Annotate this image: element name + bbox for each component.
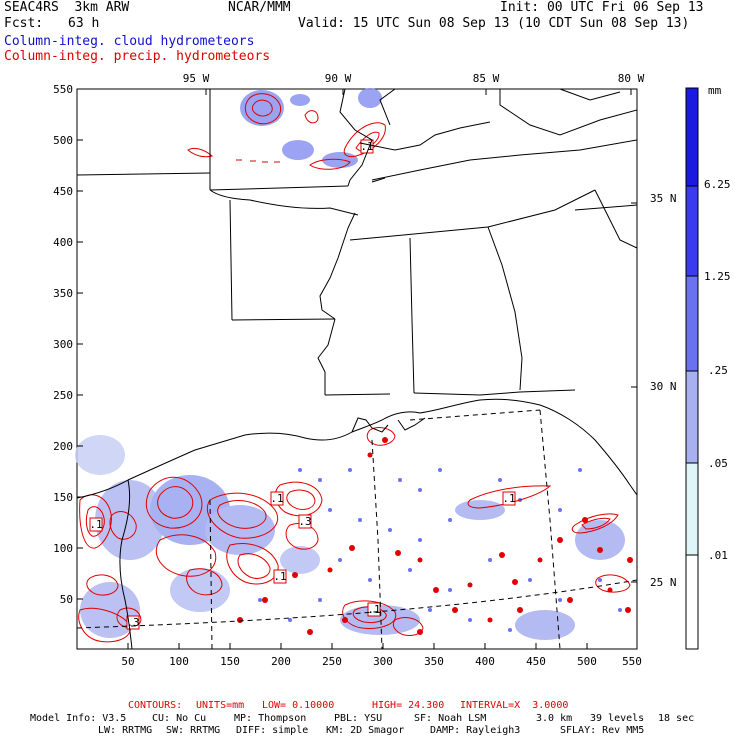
km-scheme: KM: 2D Smagor: [326, 725, 405, 736]
colorbar-level: 6.25: [704, 178, 731, 191]
x-tick: 300: [373, 655, 393, 668]
lat-label: 30 N: [650, 380, 677, 393]
fcst-value: 63 h: [68, 16, 100, 31]
colorbar-segment: [685, 370, 699, 464]
contours-interval: INTERVAL=X 3.0000: [460, 700, 569, 711]
mp-scheme: MP: Thompson: [234, 713, 307, 724]
colorbar-level: .05: [708, 457, 728, 470]
contour-label: .1: [360, 140, 373, 153]
resolution: 3.0 km: [536, 713, 573, 724]
x-tick: 550: [622, 655, 642, 668]
state-boundaries: [76, 88, 638, 396]
y-tick: 200: [53, 440, 73, 453]
y-tick: 150: [53, 491, 73, 504]
colorbar-unit: mm: [708, 84, 722, 97]
contour-label-text: .1 .1 .1 .3 .1 .1 .3 .1: [89, 140, 515, 629]
contour-label: .1: [273, 570, 286, 583]
x-tick: 450: [526, 655, 546, 668]
colorbar: [685, 87, 699, 650]
x-tick: 400: [475, 655, 495, 668]
lon-label: 90 W: [325, 72, 352, 85]
diff-scheme: DIFF: simple: [236, 725, 309, 736]
colorbar-level: .25: [708, 364, 728, 377]
y-tick: 300: [53, 338, 73, 351]
contour-label: .1: [502, 492, 515, 505]
contours-units: UNITS=mm: [196, 700, 245, 711]
sf-scheme: SF: Noah LSM: [414, 713, 487, 724]
y-tick: 50: [60, 593, 73, 606]
org-label: NCAR/MMM: [228, 0, 291, 15]
pbl-scheme: PBL: YSU: [334, 713, 383, 724]
x-tick: 150: [220, 655, 240, 668]
lon-labels: 95 W 90 W 85 W 80 W: [183, 72, 645, 85]
contour-label: .1: [270, 492, 283, 505]
y-tick: 350: [53, 287, 73, 300]
coastline: [76, 398, 638, 650]
cu-scheme: CU: No Cu: [152, 713, 207, 724]
colorbar-level: 1.25: [704, 270, 731, 283]
y-tick: 100: [53, 542, 73, 555]
levels: 39 levels: [590, 713, 645, 724]
valid-time: Valid: 15 UTC Sun 08 Sep 13 (10 CDT Sun …: [298, 16, 690, 31]
sw-scheme: SW: RRTMG: [166, 725, 221, 736]
y-tick: 500: [53, 134, 73, 147]
damp-scheme: DAMP: Rayleigh3: [430, 725, 521, 736]
lat-label: 35 N: [650, 192, 677, 205]
contour-label: .3: [126, 616, 139, 629]
legend-precip: Column-integ. precip. hydrometeors: [4, 49, 271, 64]
x-tick: 50: [121, 655, 134, 668]
fcst-label: Fcst:: [4, 16, 44, 31]
y-axis-labels: 550 500 450 400 350 300 250 200 150 100 …: [53, 83, 73, 606]
contour-label: .3: [298, 515, 311, 528]
legend-cloud: Column-integ. cloud hydrometeors: [4, 34, 255, 49]
colorbar-segment: [685, 275, 699, 372]
model-info: Model Info: V3.5: [30, 713, 127, 724]
contour-label: .1: [89, 518, 102, 531]
colorbar-level: .01: [708, 549, 728, 562]
x-tick: 200: [271, 655, 291, 668]
y-tick: 450: [53, 185, 73, 198]
colorbar-segment: [685, 185, 699, 277]
lat-label: 25 N: [650, 576, 677, 589]
sflay-scheme: SFLAY: Rev MM5: [560, 725, 645, 736]
lat-lon-grid: [76, 409, 638, 650]
contours-low: LOW= 0.10000: [262, 700, 335, 711]
colorbar-labels: mm 6.25 1.25 .25 .05 .01: [704, 84, 731, 562]
x-axis-labels: 50 100 150 200 250 300 350 400 450 500 5…: [121, 655, 642, 668]
y-tick: 400: [53, 236, 73, 249]
init-time: Init: 00 UTC Fri 06 Sep 13: [500, 0, 704, 15]
contour-label: .1: [367, 603, 380, 616]
lon-label: 80 W: [618, 72, 645, 85]
precip-cells: [237, 437, 633, 635]
lon-label: 85 W: [473, 72, 500, 85]
y-tick: 550: [53, 83, 73, 96]
contours-high: HIGH= 24.300: [372, 700, 445, 711]
x-tick: 250: [322, 655, 342, 668]
lon-label: 95 W: [183, 72, 210, 85]
timestep: 18 sec: [658, 713, 695, 724]
colorbar-segment: [685, 87, 699, 187]
x-tick: 100: [169, 655, 189, 668]
contours-label: CONTOURS:: [128, 700, 183, 711]
x-tick: 500: [577, 655, 597, 668]
lat-labels: 35 N 30 N 25 N: [650, 192, 677, 589]
colorbar-segment: [685, 462, 699, 556]
map-frame: [76, 88, 638, 650]
lw-scheme: LW: RRTMG: [98, 725, 153, 736]
ticks: [77, 88, 638, 649]
contour-label-boxes: [89, 139, 516, 630]
cloud-speckle: [258, 468, 622, 632]
model-title: SEAC4RS 3km ARW: [4, 0, 130, 15]
colorbar-segment: [685, 554, 699, 650]
x-tick: 350: [424, 655, 444, 668]
y-tick: 250: [53, 389, 73, 402]
